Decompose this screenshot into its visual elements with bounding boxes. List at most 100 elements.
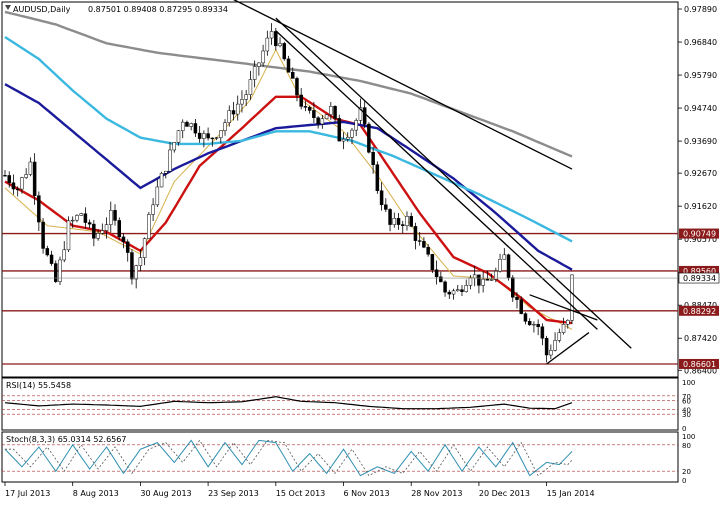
indicator-signal-line (5, 439, 573, 477)
candle-body (147, 214, 151, 239)
candle-body (434, 269, 439, 278)
indicator-tick-label: 80 (682, 442, 691, 450)
candle-body (206, 133, 210, 139)
candle-body (350, 129, 354, 138)
price-tick-label: 0.86400 (684, 366, 717, 375)
candle-body (354, 120, 358, 131)
price-tick-label: 0.91620 (684, 202, 717, 211)
indicator-line (4, 396, 573, 410)
candle-body (443, 281, 447, 293)
candle-body (282, 43, 287, 60)
stoch-label: Stoch(8,3,3) 65.0314 52.6567 (6, 435, 126, 444)
candle-body (295, 78, 299, 96)
candle-body (472, 274, 477, 279)
candle-body (299, 94, 303, 107)
candle-body (142, 238, 147, 258)
candle-body (485, 278, 490, 281)
candle-body (109, 210, 113, 225)
candle-body (409, 216, 413, 227)
candle-body (329, 106, 333, 115)
time-tick-label: 6 Nov 2013 (344, 489, 390, 498)
candle-body (439, 276, 443, 283)
candle-body (92, 223, 96, 239)
candle-body (219, 130, 223, 138)
candle-body (481, 278, 485, 286)
indicator-tick-label: 0 (682, 477, 686, 485)
candle-body (214, 137, 219, 139)
candle-body (197, 132, 202, 139)
price-tick-label: 0.92670 (684, 169, 717, 178)
candle-body (96, 233, 100, 239)
candle-body (134, 265, 138, 280)
candle-body (274, 31, 278, 47)
time-tick-label: 17 Jul 2013 (5, 489, 50, 498)
candle-body (511, 277, 515, 298)
time-tick-label: 15 Oct 2013 (276, 489, 325, 498)
candle-body (460, 289, 464, 292)
candle-body (185, 121, 189, 127)
candle-body (231, 110, 236, 115)
indicator-tick-label: 20 (682, 468, 691, 476)
candle-body (371, 152, 375, 165)
candle-body (269, 31, 274, 39)
price-tick-label: 0.93690 (684, 137, 717, 146)
price-axis: 0.97890 0.96840 0.95790 0.94740 0.93690 0.926… (678, 5, 717, 375)
candle-body (252, 66, 257, 80)
candle-body (324, 114, 329, 120)
price-tick-label: 0.94740 (684, 104, 717, 113)
candle-body (244, 94, 248, 100)
shift-arrow-icon[interactable] (5, 5, 11, 10)
candle-body (536, 323, 540, 328)
symbol-title: AUDUSD,Daily (13, 5, 71, 14)
candle-body (400, 224, 405, 226)
candle-body (3, 175, 7, 177)
trendline (275, 30, 598, 330)
indicator-tick-label: 0 (682, 425, 686, 433)
rsi-pane (1, 377, 679, 431)
candles (3, 23, 574, 363)
candle-body (456, 289, 460, 292)
candle-body (66, 220, 71, 251)
candle-body (265, 37, 270, 52)
candle-body (413, 226, 418, 241)
candle-body (303, 106, 308, 108)
candle-body (168, 149, 172, 172)
candle-body (405, 216, 409, 226)
trendline (275, 17, 632, 349)
candle-body (189, 123, 193, 127)
candle-body (498, 259, 502, 272)
price-tag-box (678, 272, 720, 284)
price-tag-box (679, 305, 719, 316)
time-tick-label: 30 Aug 2013 (140, 489, 191, 498)
candle-body (345, 137, 350, 140)
trendline (546, 332, 590, 365)
candle-body (506, 254, 511, 278)
candle-body (104, 224, 109, 231)
price-tick-label: 0.88470 (684, 301, 717, 310)
time-tick-label: 20 Dec 2013 (479, 489, 530, 498)
candle-body (159, 173, 164, 188)
time-axis: 17 Jul 2013 8 Aug 2013 30 Aug 2013 23 Sep 2… (4, 482, 595, 498)
candle-body (32, 161, 37, 196)
candle-body (570, 274, 574, 321)
candle-body (477, 274, 481, 286)
candle-body (20, 177, 24, 190)
candle-body (37, 195, 41, 223)
candle-body (62, 249, 66, 261)
candle-body (320, 118, 325, 125)
price-tag-box (679, 265, 719, 276)
candle-body (11, 182, 16, 190)
candle-body (45, 248, 50, 256)
candle-body (549, 350, 553, 356)
candle-body (75, 215, 79, 221)
candle-body (223, 122, 227, 131)
candle-body (515, 297, 519, 300)
price-tick-label: 0.90570 (684, 235, 717, 244)
candle-body (202, 133, 206, 139)
candle-body (333, 106, 337, 119)
candle-body (312, 110, 316, 118)
candle-body (540, 326, 545, 339)
